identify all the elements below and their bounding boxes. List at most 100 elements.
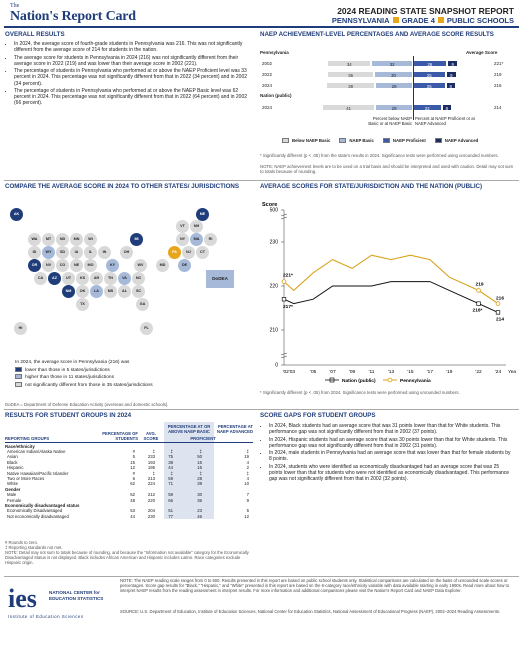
groups-table-wrap: REPORTING GROUPS PERCENTAGE OF STUDENTS …: [5, 422, 253, 520]
table-cell: ‡: [152, 470, 155, 476]
state-tile-in: IN: [98, 246, 111, 259]
label-state-2024: 216: [496, 296, 504, 302]
bar-below: 36: [327, 71, 374, 78]
compare-heading: COMPARE THE AVERAGE SCORE IN 2024 TO OTH…: [5, 183, 240, 190]
ach-score: 214: [494, 105, 502, 110]
legend-text: Below NAEP Basic: [292, 138, 331, 143]
state-tile-tx: TX: [76, 298, 89, 311]
ach-year: 2022: [262, 72, 273, 77]
state-tile-la: LA: [90, 285, 103, 298]
gaps-bullet: In 2024, male students in Pennsylvania h…: [269, 450, 512, 462]
legend-text: NAEP Basic: [349, 138, 374, 143]
state-tile-sc: SC: [132, 285, 145, 298]
table-cell: 4: [246, 459, 249, 465]
table-cell: 30: [197, 492, 202, 498]
table-cell: 48: [130, 497, 135, 503]
state-tile-ia: IA: [70, 246, 83, 259]
table-cell: 6: [132, 475, 135, 481]
x-tick-label: '07: [330, 369, 337, 375]
achievement-heading: NAEP ACHIEVEMENT-LEVEL PERCENTAGES AND A…: [260, 31, 494, 38]
table-cell: 5: [132, 454, 135, 460]
table-cell: Native Hawaiian/Pacific Islander: [7, 470, 69, 476]
ach-score: 221*: [494, 61, 504, 66]
bar-below: 38: [325, 82, 376, 89]
x-tick-label: '09: [349, 369, 356, 375]
table-cell: 224: [147, 481, 155, 487]
state-tile-co: CO: [56, 259, 69, 272]
series-line-state: [283, 254, 499, 305]
state-tile-ks: KS: [76, 272, 89, 285]
divider3: [4, 576, 519, 577]
table-cell: 77: [168, 513, 173, 519]
table-row: Female 48 220 66 36 9: [5, 498, 253, 503]
avg-score-label: Average Score: [466, 50, 498, 55]
higher-label: higher than those in 11 states/jurisdict…: [25, 375, 114, 381]
state-tile-ca: CA: [34, 272, 47, 285]
groups-note: # Rounds to zero.: [5, 540, 39, 545]
table-cell: 213: [147, 475, 155, 481]
nsd-label: not significantly different from those i…: [25, 382, 153, 388]
table-cell: 59: [168, 492, 173, 498]
table-row: Economically Disadvantaged 53 204 51 23 5: [5, 508, 253, 513]
lower-swatch: [15, 367, 22, 372]
school-type: PUBLIC SCHOOLS: [446, 16, 514, 25]
table-cell: 195: [147, 465, 155, 471]
state-tile-nj: NJ: [182, 246, 195, 259]
label-state-2022: 219: [476, 281, 484, 287]
table-cell: Asian: [7, 454, 18, 460]
nation-point: [281, 297, 287, 302]
state-tile-vt: VT: [176, 220, 189, 233]
state-tile-sd: SD: [56, 246, 69, 259]
state-tile-ak: AK: [10, 208, 23, 221]
state-tile-ar: AR: [90, 272, 103, 285]
table-cell: 7: [246, 492, 249, 498]
ach-note2: NOTE: NAEP achievement levels are to be …: [260, 164, 514, 175]
bar-prof: 22: [413, 104, 442, 111]
state-label: Pennsylvania: [260, 50, 289, 55]
trend-heading: AVERAGE SCORES FOR STATE/JURISDICTION AN…: [260, 183, 483, 190]
nation-point: [476, 301, 481, 306]
bar-prof: 26: [413, 60, 447, 67]
overall-bullet: The average score for students in Pennsy…: [14, 55, 253, 67]
table-cell: 204: [147, 508, 155, 514]
table-row: Two or More Races 6 213 59 28 4: [5, 476, 253, 481]
state-tile-nv: NV: [42, 259, 55, 272]
label-nation-2024: 214: [496, 316, 504, 322]
x-tick-label: '02'03: [283, 369, 296, 375]
bar-adv: 9: [445, 71, 458, 78]
table-row: Not economically disadvantaged 44 230 77 46 1…: [5, 514, 253, 519]
table-row: Asian 5 233 75 50 19: [5, 454, 253, 459]
col-basic: PERCENTAGE AT OR ABOVE NAEP BASIC: [164, 422, 214, 442]
y-tick-label: 210: [270, 328, 279, 334]
groups-notes: # Rounds to zero. ‡ Reporting standards n…: [5, 540, 255, 565]
ach-year: 2024: [262, 83, 273, 88]
label-state-2002: 221*: [283, 273, 293, 279]
right-note: Percent at NAEP Proficient or at NAEP Ad…: [415, 116, 475, 126]
table-cell: 220: [147, 497, 155, 503]
state-tile-fl: FL: [140, 322, 153, 335]
state-point: [495, 301, 501, 306]
col-prof: PROFICIENT: [190, 436, 216, 441]
nces-name: NATIONAL CENTER for EDUCATION STATISTICS: [49, 590, 103, 601]
table-cell: #: [132, 470, 135, 476]
table-cell: 44: [168, 465, 173, 471]
overall-heading: OVERALL RESULTS: [5, 31, 65, 38]
table-cell: 52: [130, 492, 135, 498]
divider: [4, 180, 519, 181]
table-cell: 50: [197, 454, 202, 460]
ach-note1: * Significantly different (p < .05) from…: [260, 153, 499, 158]
footer-source: SOURCE: U.S. Department of Education, In…: [120, 609, 501, 614]
state-tile-id: ID: [28, 246, 41, 259]
legend-swatch: [382, 138, 390, 144]
overall-bullet: The percentage of students in Pennsylvan…: [14, 88, 253, 106]
table-cell: 44: [130, 513, 135, 519]
footer-note: NOTE: The NAEP reading scale ranges from…: [120, 578, 510, 594]
header-rule: [4, 26, 519, 28]
state-tile-de: DE: [178, 259, 191, 272]
legend-item: NAEP Advanced: [434, 138, 478, 144]
ies-tagline: Institute of Education Sciences: [8, 614, 84, 619]
dodea-footnote: DoDEA = Department of Defense Education …: [5, 402, 169, 407]
x-tick-label: '24: [495, 369, 502, 375]
state-tile-ut: UT: [62, 272, 75, 285]
